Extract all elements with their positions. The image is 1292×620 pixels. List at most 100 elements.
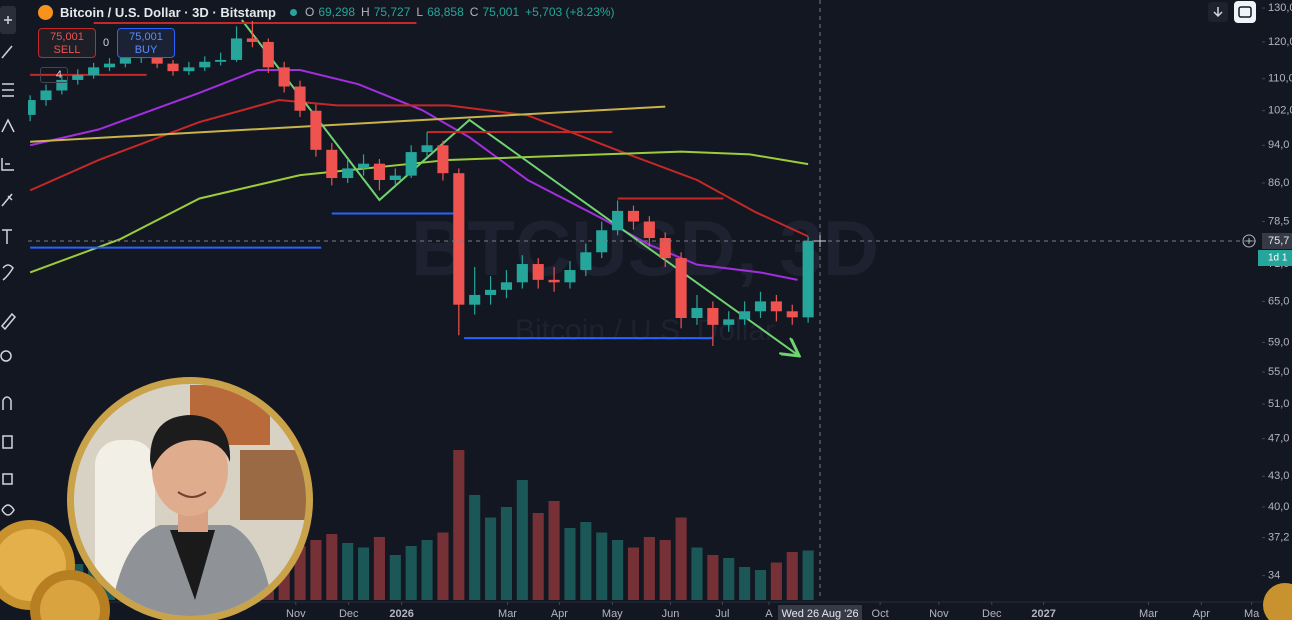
eye-tool[interactable] [1, 504, 15, 516]
volume-bar [453, 450, 465, 600]
pattern-tool[interactable] [1, 118, 15, 133]
sell-button[interactable]: 75,001 SELL [38, 28, 96, 58]
x-tick-label: Oct [872, 608, 889, 620]
buy-button[interactable]: 75,001 BUY [117, 28, 175, 58]
candle-body [612, 210, 624, 231]
candle-body [627, 210, 640, 222]
candle-body [215, 59, 227, 62]
y-tick-label: 40,0 [1268, 501, 1289, 513]
candle-body [28, 100, 36, 115]
candle-body [485, 289, 497, 295]
volume-bar [612, 540, 624, 600]
candle-body [72, 74, 84, 80]
buy-price: 75,001 [129, 31, 163, 43]
status-dot [289, 8, 297, 16]
brush-tool[interactable] [1, 193, 13, 207]
x-tick-label: Dec [982, 608, 1002, 620]
replay-button[interactable] [1234, 1, 1256, 23]
symbol: Bitcoin / U.S. Dollar · 3D · Bitstamp [60, 4, 276, 20]
crosshair-date: Wed 26 Aug '26 [781, 608, 858, 620]
volume-bar [643, 537, 655, 600]
volume-bar [310, 540, 322, 600]
watermark-symbol: BTCUSD, 3D [411, 204, 879, 292]
countdown-box [1258, 250, 1292, 266]
candle-body [389, 175, 401, 180]
indicators-toggle[interactable]: 4 [40, 67, 68, 83]
candle-body [278, 67, 290, 87]
download-icon [1213, 7, 1223, 18]
volume-bar [532, 513, 544, 600]
text-tool[interactable] [2, 229, 12, 244]
header: Bitcoin / U.S. Dollar · 3D · Bitstamp O 6… [38, 3, 617, 21]
candle-body [754, 301, 767, 312]
toolbar [0, 0, 24, 620]
candle-body [437, 145, 449, 174]
ohlc-key: O [304, 5, 315, 19]
ohlc-key: H [361, 5, 370, 19]
magnet-tool[interactable] [2, 396, 12, 410]
candle-body [373, 163, 385, 180]
x-tick-label: Jul [715, 608, 729, 620]
y-tick-label: 59,0 [1268, 336, 1289, 348]
volume-bar [675, 517, 687, 600]
ohlc-value: 75,727 [373, 5, 411, 19]
volume-bar [707, 555, 719, 600]
y-tick-label: 120,0 [1268, 36, 1292, 48]
volume-bar [516, 480, 528, 600]
volume-bar [596, 532, 608, 600]
y-tick-label: 78,5 [1268, 215, 1289, 227]
coin [1263, 583, 1292, 620]
x-tick-label: Apr [1193, 608, 1210, 620]
spread: 0 [103, 37, 110, 49]
symbol-icon [38, 4, 53, 20]
lock-tool[interactable] [2, 435, 13, 449]
measure-tool[interactable] [0, 312, 17, 331]
volume-bar [659, 540, 671, 600]
cursor-icon [4, 16, 12, 24]
volume-bar [723, 558, 735, 600]
icon-tool[interactable] [2, 264, 14, 281]
volume-bar [326, 534, 338, 600]
y-tick-label: 51,0 [1268, 398, 1289, 410]
replay-icon [1238, 6, 1252, 18]
volume-bar [342, 543, 354, 600]
volume-bar [373, 537, 385, 600]
candle-body [294, 86, 306, 111]
x-tick-label: Apr [551, 608, 568, 620]
candle-body [40, 90, 52, 101]
zoom-tool[interactable] [0, 350, 12, 362]
volume-bar [786, 552, 798, 600]
volume-bar [770, 562, 782, 600]
candle-body [310, 110, 322, 150]
add-alert-button[interactable] [1242, 234, 1256, 248]
candle-body [580, 252, 592, 271]
candle-body [643, 221, 655, 239]
y-tick-label: 34 [1268, 570, 1280, 582]
candle-body [516, 264, 528, 283]
candle-body [88, 67, 100, 75]
candle-body [691, 307, 703, 319]
ohlc-key: C [469, 5, 479, 19]
candle-body [246, 38, 258, 42]
ohlc-value: 68,858 [427, 5, 464, 19]
forecast-tool[interactable] [1, 158, 14, 171]
candle-body [453, 173, 465, 305]
candle-body [500, 282, 513, 290]
y-tick-label: 102,0 [1268, 105, 1292, 117]
x-tick-label: Ma [1244, 608, 1260, 620]
volume-bar [405, 546, 417, 600]
candle-body [770, 301, 782, 312]
hide-tool[interactable] [2, 473, 13, 485]
y-tick-label: 55,0 [1268, 366, 1289, 378]
crosshair-date-box [778, 605, 862, 620]
candle-body [119, 58, 131, 64]
y-tick-label: 110,0 [1268, 73, 1292, 85]
volume-bar [485, 517, 497, 600]
x-tick-label: 2027 [1031, 608, 1055, 620]
x-tick-label: 2026 [389, 608, 413, 620]
coin [40, 580, 100, 620]
candle-body [564, 270, 576, 283]
trend-line-tool[interactable] [1, 45, 13, 59]
ohlc-value: 75,001 [482, 5, 520, 19]
fib-tool[interactable] [2, 83, 14, 97]
